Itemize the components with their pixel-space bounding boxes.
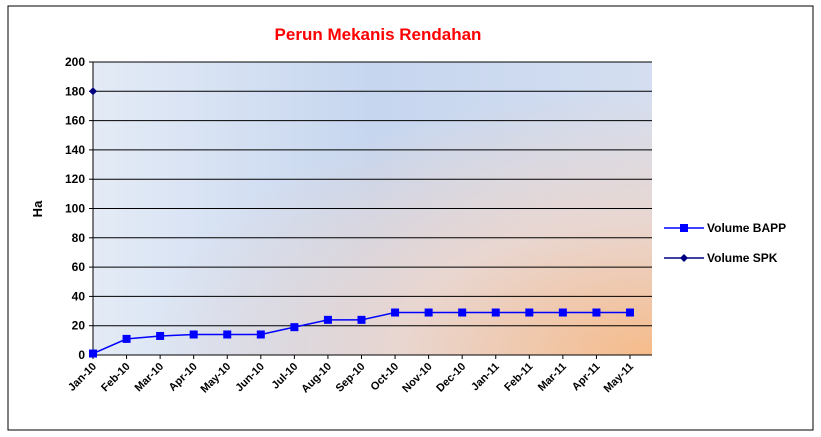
y-tick-label: 180 (65, 84, 85, 98)
marker (525, 308, 534, 317)
y-tick-label: 120 (65, 172, 85, 186)
y-tick-label: 80 (72, 231, 86, 245)
y-tick-label: 140 (65, 143, 85, 157)
marker (424, 308, 433, 317)
y-tick-label: 0 (78, 348, 85, 362)
marker (89, 349, 97, 358)
y-tick-label: 160 (65, 114, 85, 128)
marker (592, 308, 601, 317)
chart-title: Perun Mekanis Rendahan (275, 25, 482, 44)
marker (223, 330, 232, 339)
marker (89, 87, 97, 96)
legend-label: Volume BAPP (707, 221, 786, 235)
marker (189, 330, 198, 339)
y-tick-label: 20 (72, 319, 86, 333)
legend-marker (680, 224, 688, 232)
legend-label: Volume SPK (707, 251, 778, 265)
marker (558, 308, 567, 317)
marker (323, 315, 332, 324)
y-axis-label: Ha (30, 200, 45, 217)
y-tick-label: 200 (65, 55, 85, 69)
y-tick-label: 40 (72, 289, 86, 303)
marker (256, 330, 265, 339)
marker (458, 308, 467, 317)
marker (626, 308, 634, 317)
y-tick-label: 100 (65, 202, 85, 216)
y-tick-label: 60 (72, 260, 86, 274)
marker (122, 334, 131, 343)
marker (156, 331, 165, 340)
legend-marker (680, 254, 688, 262)
marker (290, 323, 299, 332)
marker (391, 308, 400, 317)
marker (357, 315, 366, 324)
marker (491, 308, 500, 317)
